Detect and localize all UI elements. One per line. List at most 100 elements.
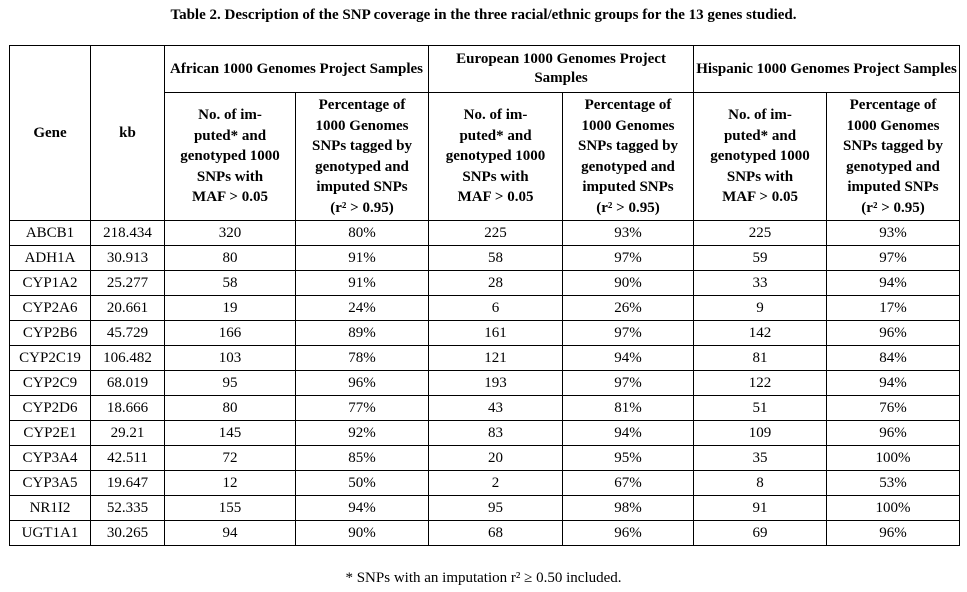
- hispanic-group-header: Hispanic 1000 Genomes Project Samples: [693, 45, 961, 93]
- table-body: ABCB1 218.434 320 80% 225 93% 225 93% ADH1A 30.91…: [9, 220, 961, 546]
- european-snp-count-cell: 43: [428, 395, 564, 421]
- count_col-line: SNPs with: [726, 168, 794, 185]
- pct_col-line: Percentage of: [849, 97, 937, 113]
- hispanic-snp-count-cell: 142: [693, 320, 828, 346]
- gene-cell: ABCB1: [9, 220, 91, 246]
- kb-cell: 29.21: [90, 420, 165, 446]
- table-row: UGT1A1 30.265 94 90% 68 96% 69 96%: [9, 520, 961, 546]
- hispanic-snp-count-cell: 35: [693, 445, 828, 471]
- european-percentage-cell: 26%: [562, 295, 695, 321]
- european-percentage-cell: 94%: [562, 345, 695, 371]
- african-snp-count-cell: 19: [164, 295, 296, 321]
- european-group-header: European 1000 Genomes Project Samples: [428, 45, 695, 93]
- african-snp-count-cell: 58: [164, 270, 296, 296]
- hispanic-percentage-cell: 94%: [826, 370, 961, 396]
- hispanic-percentage-header: Percentage of 1000 Genomes SNPs tagged by g…: [826, 92, 961, 221]
- african-snp-count-cell: 166: [164, 320, 296, 346]
- count_col-line: genotyped 1000: [445, 148, 546, 165]
- hispanic-percentage-cell: 53%: [826, 470, 961, 496]
- african-percentage-cell: 92%: [294, 420, 430, 446]
- european-percentage-cell: 67%: [562, 470, 695, 496]
- hispanic-percentage-cell: 76%: [826, 395, 961, 421]
- kb-cell: 25.277: [90, 270, 165, 296]
- african-percentage-cell: 78%: [294, 345, 430, 371]
- kb-cell: 18.666: [90, 395, 165, 421]
- hispanic-snp-count-cell: 9: [693, 295, 828, 321]
- european-snp-count-cell: 193: [428, 370, 564, 396]
- african-percentage-cell: 91%: [294, 245, 430, 271]
- pct_col-line: Percentage of: [318, 97, 406, 113]
- kb-cell: 218.434: [90, 220, 165, 246]
- african-percentage-cell: 94%: [294, 495, 430, 521]
- table-footnote: * SNPs with an imputation r² ≥ 0.50 incl…: [345, 570, 622, 586]
- african-percentage-cell: 85%: [294, 445, 430, 471]
- hispanic-snp-count-cell: 8: [693, 470, 828, 496]
- table-row: CYP2B6 45.729 166 89% 161 97% 142 96%: [9, 320, 961, 346]
- count_col-line: MAF > 0.05: [192, 189, 268, 206]
- gene-cell: UGT1A1: [9, 520, 91, 546]
- african-snp-count-cell: 80: [164, 395, 296, 421]
- african-snp-count-cell: 155: [164, 495, 296, 521]
- european-snp-count-cell: 58: [428, 245, 564, 271]
- count_col-line: MAF > 0.05: [457, 189, 534, 206]
- hispanic-percentage-cell: 97%: [826, 245, 961, 271]
- gene-cell: ADH1A: [9, 245, 91, 271]
- european-snp-count-cell: 225: [428, 220, 564, 246]
- european-snp-count-cell: 20: [428, 445, 564, 471]
- european-percentage-cell: 97%: [562, 245, 695, 271]
- table-row: CYP2D6 18.666 80 77% 43 81% 51 76%: [9, 395, 961, 421]
- gene-cell: CYP2C19: [9, 345, 91, 371]
- pct_col-line: (r² > 0.95): [596, 199, 660, 216]
- gene-cell: CYP2E1: [9, 420, 91, 446]
- kb-cell: 30.265: [90, 520, 165, 546]
- african-group-header: African 1000 Genomes Project Samples: [163, 45, 430, 93]
- african-snp-count-cell: 320: [164, 220, 296, 246]
- table-header: Gene kb African 1000 Genomes Project Sam…: [9, 45, 961, 221]
- hispanic-percentage-cell: 96%: [826, 520, 961, 546]
- gene-column-header: Gene: [9, 45, 91, 221]
- african-percentage-cell: 77%: [294, 395, 430, 421]
- african-percentage-cell: 89%: [294, 320, 430, 346]
- pct_col-line: imputed SNPs: [847, 179, 939, 195]
- sub-header-row: No. of im-puted* and genotyped 1000 SNPs w…: [10, 92, 961, 221]
- table-row: CYP2C19 106.482 103 78% 121 94% 81 84%: [9, 345, 961, 371]
- hispanic-snp-count-cell: 33: [693, 270, 828, 296]
- pct_col-line: genotyped and: [581, 158, 675, 175]
- table-row: CYP3A4 42.511 72 85% 20 95% 35 100%: [9, 445, 961, 471]
- kb-column-header: kb: [90, 45, 165, 221]
- european-snp-count-cell: 121: [428, 345, 564, 371]
- hispanic-percentage-cell: 96%: [826, 320, 961, 346]
- hispanic-snp-count-cell: 225: [693, 220, 828, 246]
- european-snp-count-header: No. of im-puted* and genotyped 1000 SNPs w…: [428, 92, 564, 221]
- european-percentage-cell: 90%: [562, 270, 695, 296]
- hispanic-percentage-cell: 94%: [826, 270, 961, 296]
- hispanic-percentage-cell: 17%: [826, 295, 961, 321]
- european-snp-count-cell: 83: [428, 420, 564, 446]
- pct_col-line: 1000 Genomes: [846, 117, 940, 134]
- european-percentage-cell: 81%: [562, 395, 695, 421]
- african-snp-count-cell: 72: [164, 445, 296, 471]
- pct_col-line: Percentage of: [584, 97, 672, 113]
- count_col-line: puted* and: [723, 127, 797, 144]
- african-snp-count-cell: 94: [164, 520, 296, 546]
- count_col-line: MAF > 0.05: [722, 189, 798, 206]
- gene-cell: CYP3A4: [9, 445, 91, 471]
- hispanic-percentage-cell: 100%: [826, 495, 961, 521]
- european-percentage-cell: 98%: [562, 495, 695, 521]
- table-row: CYP2E1 29.21 145 92% 83 94% 109 96%: [9, 420, 961, 446]
- table-row: CYP3A5 19.647 12 50% 2 67% 8 53%: [9, 470, 961, 496]
- european-snp-count-cell: 28: [428, 270, 564, 296]
- table-row: ADH1A 30.913 80 91% 58 97% 59 97%: [9, 245, 961, 271]
- african-snp-count-cell: 103: [164, 345, 296, 371]
- african-percentage-cell: 50%: [294, 470, 430, 496]
- gene-cell: CYP2A6: [9, 295, 91, 321]
- kb-cell: 19.647: [90, 470, 165, 496]
- snp-coverage-table: Gene kb African 1000 Genomes Project Sam…: [9, 45, 961, 546]
- european-percentage-cell: 93%: [562, 220, 695, 246]
- gene-cell: CYP1A2: [9, 270, 91, 296]
- pct_col-line: imputed SNPs: [316, 179, 408, 195]
- table-caption: Table 2. Description of the SNP coverage…: [170, 7, 797, 23]
- table-row: CYP2A6 20.661 19 24% 6 26% 9 17%: [9, 295, 961, 321]
- kb-cell: 20.661: [90, 295, 165, 321]
- pct_col-line: (r² > 0.95): [861, 199, 925, 216]
